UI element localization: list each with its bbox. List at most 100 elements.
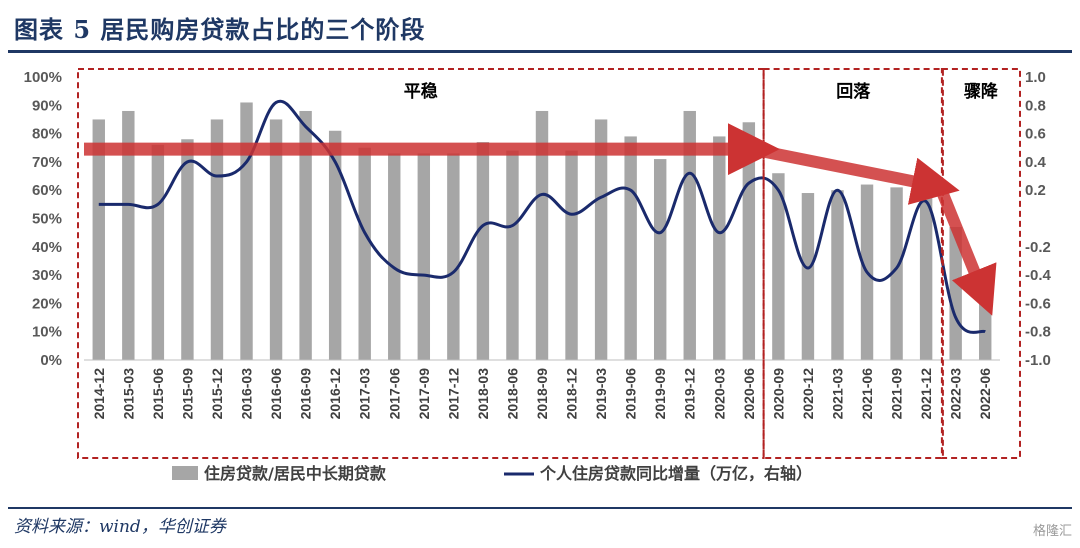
- y-right-tick-7: 0.4: [1025, 154, 1047, 171]
- x-tick-2015-09: 2015-09: [179, 368, 195, 420]
- title-bar: 图表 5 居民购房贷款占比的三个阶段: [0, 0, 1080, 52]
- y-right-tick-4: -0.2: [1025, 239, 1051, 256]
- x-tick-2017-03: 2017-03: [357, 368, 373, 420]
- y-right-tick-6: 0.2: [1025, 182, 1046, 199]
- bar-2015-12: [210, 119, 224, 360]
- y-right-tick-9: 0.8: [1025, 97, 1046, 114]
- y-left-tick-4: 40%: [32, 239, 62, 256]
- x-tick-2018-12: 2018-12: [564, 368, 580, 420]
- bar-2015-03: [122, 110, 135, 361]
- bar-2015-09: [181, 139, 194, 360]
- footer-divider: [8, 507, 1072, 509]
- arrows-layer: [84, 123, 997, 316]
- bar-2014-12: [92, 119, 105, 360]
- y-right-tick-2: -0.6: [1025, 295, 1051, 312]
- x-tick-2018-09: 2018-09: [534, 368, 550, 420]
- phase-box-2: [940, 68, 1021, 459]
- bars-layer: [84, 102, 1000, 361]
- x-tick-2022-03: 2022-03: [948, 368, 964, 420]
- x-axis: 2014-12 2015-03 2015-06 2015-09 2015-12 2016-…: [91, 368, 993, 420]
- bar-2017-03: [358, 147, 371, 360]
- y-left-tick-0: 0%: [40, 352, 62, 369]
- y-left-tick-3: 30%: [32, 267, 62, 284]
- y-left-tick-6: 60%: [32, 182, 62, 199]
- x-tick-2014-12: 2014-12: [91, 368, 107, 420]
- legend-label-line: 个人住房贷款同比增量（万亿，右轴）: [539, 464, 812, 483]
- y-right-tick-1: -0.8: [1025, 324, 1051, 341]
- x-tick-2021-06: 2021-06: [859, 368, 875, 420]
- legend-label-bar: 住房贷款/居民中长期贷款: [204, 464, 387, 483]
- x-tick-2021-09: 2021-09: [889, 368, 905, 420]
- bar-2016-12: [328, 130, 342, 360]
- bar-2021-09: [890, 187, 903, 360]
- y-left-tick-8: 80%: [32, 126, 62, 143]
- x-tick-2018-03: 2018-03: [475, 368, 491, 420]
- x-tick-2021-12: 2021-12: [918, 368, 934, 420]
- bar-2019-06: [624, 136, 637, 360]
- bar-2017-09: [417, 153, 431, 360]
- x-tick-2019-12: 2019-12: [682, 368, 698, 420]
- phase-label-2: 骤降: [964, 81, 999, 102]
- phase-label-0: 平稳: [404, 81, 438, 102]
- y-right-tick-10: 1.0: [1025, 69, 1046, 86]
- bar-2016-09: [299, 110, 312, 361]
- source-note: 资料来源：wind，华创证券: [14, 517, 226, 537]
- x-tick-2017-12: 2017-12: [445, 368, 461, 420]
- phases-layer: 平稳 回落 骤降: [77, 68, 1021, 459]
- x-tick-2019-09: 2019-09: [652, 368, 668, 420]
- bar-2019-03: [594, 119, 608, 360]
- legend: 住房贷款/居民中长期贷款 个人住房贷款同比增量（万亿，右轴）: [172, 464, 812, 483]
- x-tick-2016-09: 2016-09: [298, 368, 314, 420]
- bar-2020-12: [801, 193, 815, 360]
- x-tick-2016-06: 2016-06: [268, 368, 284, 420]
- bar-2018-06: [506, 150, 519, 360]
- bar-2021-03: [831, 190, 844, 360]
- x-tick-2017-06: 2017-06: [386, 368, 402, 420]
- y-right-tick-8: 0.6: [1025, 126, 1046, 143]
- x-tick-2017-09: 2017-09: [416, 368, 432, 420]
- y-right-tick-3: -0.4: [1025, 267, 1052, 284]
- y-axis-left: 0% 10% 20% 30% 40% 50% 60% 70% 80% 90% 100%: [24, 69, 62, 369]
- title-divider: [8, 50, 1072, 53]
- phase-label-1: 回落: [836, 82, 871, 102]
- bar-2020-06: [742, 122, 756, 360]
- bar-2017-12: [447, 153, 460, 360]
- bar-2020-03: [713, 136, 726, 360]
- bar-2020-09: [772, 173, 785, 360]
- y-left-tick-1: 10%: [32, 324, 62, 341]
- bar-2015-06: [151, 144, 165, 360]
- y-left-tick-10: 100%: [24, 69, 62, 86]
- bar-2017-06: [388, 153, 401, 360]
- x-tick-2018-06: 2018-06: [504, 368, 520, 420]
- y-left-tick-7: 70%: [32, 154, 62, 171]
- y-left-tick-9: 90%: [32, 97, 62, 114]
- housing-loan-chart: 平稳 回落 骤降 0% 10% 20% 30% 40% 50% 60% 70% 80% 90% 100%…: [24, 68, 1052, 483]
- x-tick-2016-03: 2016-03: [239, 368, 255, 420]
- x-tick-2015-03: 2015-03: [120, 368, 136, 420]
- y-left-tick-2: 20%: [32, 295, 62, 312]
- bar-2021-12: [919, 173, 933, 360]
- x-tick-2019-03: 2019-03: [593, 368, 609, 420]
- x-tick-2020-12: 2020-12: [800, 368, 816, 420]
- bar-2018-09: [535, 110, 549, 361]
- x-tick-2016-12: 2016-12: [327, 368, 343, 420]
- bar-2019-09: [653, 159, 667, 360]
- legend-swatch-bar: [172, 466, 198, 480]
- trend-arrow-plunge: [936, 189, 997, 316]
- watermark: 格隆汇: [1032, 524, 1072, 539]
- bar-2016-03: [240, 102, 253, 360]
- x-tick-2015-06: 2015-06: [150, 368, 166, 420]
- y-right-tick-0: -1.0: [1025, 352, 1051, 369]
- y-left-tick-5: 50%: [32, 211, 62, 228]
- bar-2016-06: [269, 119, 283, 360]
- x-tick-2020-09: 2020-09: [770, 368, 786, 420]
- x-tick-2022-06: 2022-06: [977, 368, 993, 420]
- x-tick-2020-03: 2020-03: [711, 368, 727, 420]
- bar-2018-03: [476, 142, 490, 360]
- x-tick-2021-03: 2021-03: [829, 368, 845, 420]
- y-axis-right: -1.0 -0.8 -0.6 -0.4 -0.2 0.2 0.4 0.6 0.8 1.0: [1025, 69, 1052, 369]
- x-tick-2015-12: 2015-12: [209, 368, 225, 420]
- trend-arrow-decline: [760, 145, 960, 205]
- phase-box-1: [762, 68, 944, 459]
- bar-2018-12: [565, 150, 578, 360]
